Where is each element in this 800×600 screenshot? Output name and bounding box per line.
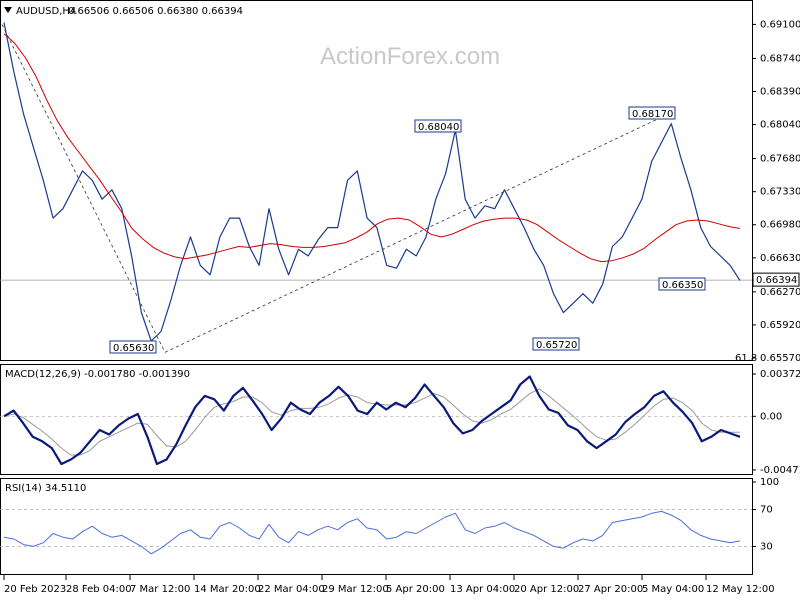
price-tick-label: 0.67680 xyxy=(760,154,800,165)
price-tick-label: 0.66270 xyxy=(760,287,800,298)
annotation-label: 0.68170 xyxy=(632,109,673,120)
price-tick-label: 0.68390 xyxy=(760,86,800,97)
time-tick-label: 13 Apr 04:00 xyxy=(450,584,515,595)
annotation-label: 0.65630 xyxy=(113,343,154,354)
moving-average-line xyxy=(3,33,741,263)
annotation-box xyxy=(414,119,462,133)
annotation-box xyxy=(109,340,157,354)
rsi-tick-label: 30 xyxy=(760,541,773,552)
price-annotations: 0.65630 0.68040 0.65720 0.68170 0.66350 xyxy=(109,106,706,354)
annotation-box xyxy=(628,106,676,120)
rsi-panel-frame xyxy=(0,478,753,575)
time-tick-label: 27 Apr 20:00 xyxy=(578,584,643,595)
macd-signal-line xyxy=(3,388,740,456)
macd-axis: 0.003722 0.00 -0.004716 xyxy=(0,369,800,476)
price-plot xyxy=(3,22,741,342)
annotation-label: 0.68040 xyxy=(418,122,459,133)
macd-tick-label: -0.004716 xyxy=(760,465,800,476)
price-tick-label: 0.68740 xyxy=(760,53,800,64)
price-panel-frame xyxy=(0,0,753,361)
annotation-box xyxy=(658,277,706,291)
annotation-box xyxy=(532,337,580,351)
macd-title: MACD(12,26,9) -0.001780 -0.001390 xyxy=(5,369,190,380)
annotation-label: 0.65720 xyxy=(536,340,577,351)
time-tick-label: 28 Feb 04:00 xyxy=(66,584,132,595)
price-tick-label: 0.66980 xyxy=(760,220,800,231)
rsi-axis: 100 70 30 xyxy=(0,477,779,552)
macd-tick-label: 0.003722 xyxy=(760,369,800,380)
time-tick-label: 20 Apr 12:00 xyxy=(514,584,579,595)
price-tick-label: 0.68040 xyxy=(760,120,800,131)
rsi-title: RSI(14) 34.5110 xyxy=(5,483,86,494)
fib-label: 61.8 xyxy=(735,353,757,364)
trend-lines xyxy=(1,24,673,353)
annotation-label: 0.66350 xyxy=(662,280,703,291)
current-price-tag xyxy=(752,272,800,287)
time-tick-label: 22 Mar 04:00 xyxy=(258,584,325,595)
rsi-tick-label: 70 xyxy=(760,505,773,516)
macd-line xyxy=(3,375,741,466)
price-tick-label: 0.69100 xyxy=(760,19,800,30)
time-tick-label: 5 Apr 20:00 xyxy=(386,584,445,595)
time-tick-label: 20 Feb 2023 xyxy=(4,584,66,595)
time-tick-label: 29 Mar 12:00 xyxy=(322,584,389,595)
price-tick-label: 0.65920 xyxy=(760,320,800,331)
symbol-title: AUDUSD,H4 xyxy=(16,6,76,17)
time-tick-label: 14 Mar 20:00 xyxy=(194,584,261,595)
dropdown-triangle-icon xyxy=(4,7,12,13)
price-header: AUDUSD,H4 0.66506 0.66506 0.66380 0.6639… xyxy=(4,6,243,17)
rsi-plot xyxy=(3,510,741,555)
current-price-label: 0.66394 xyxy=(756,275,797,286)
price-axis: 0.69100 0.68740 0.68390 0.68040 0.67680 0.673… xyxy=(0,19,800,364)
time-tick-label: 5 May 04:00 xyxy=(642,584,704,595)
downtrend-line xyxy=(1,24,166,353)
rsi-line xyxy=(3,510,741,555)
price-tick-label: 0.67330 xyxy=(760,187,800,198)
time-tick-label: 12 May 12:00 xyxy=(706,584,775,595)
rsi-tick-label: 100 xyxy=(760,477,779,488)
price-line xyxy=(3,22,741,342)
price-tick-label: 0.66630 xyxy=(760,253,800,264)
time-axis: 20 Feb 2023 28 Feb 04:007 Mar 12:00 14 Mar… xyxy=(3,575,775,595)
ohlc-values: 0.66506 0.66506 0.66380 0.66394 xyxy=(68,6,243,17)
time-tick-label: 7 Mar 12:00 xyxy=(130,584,190,595)
price-tick-label: 0.65570 xyxy=(760,353,800,364)
watermark: ActionForex.com xyxy=(320,43,500,70)
macd-tick-label: 0.00 xyxy=(760,411,782,422)
macd-plot xyxy=(3,375,741,466)
